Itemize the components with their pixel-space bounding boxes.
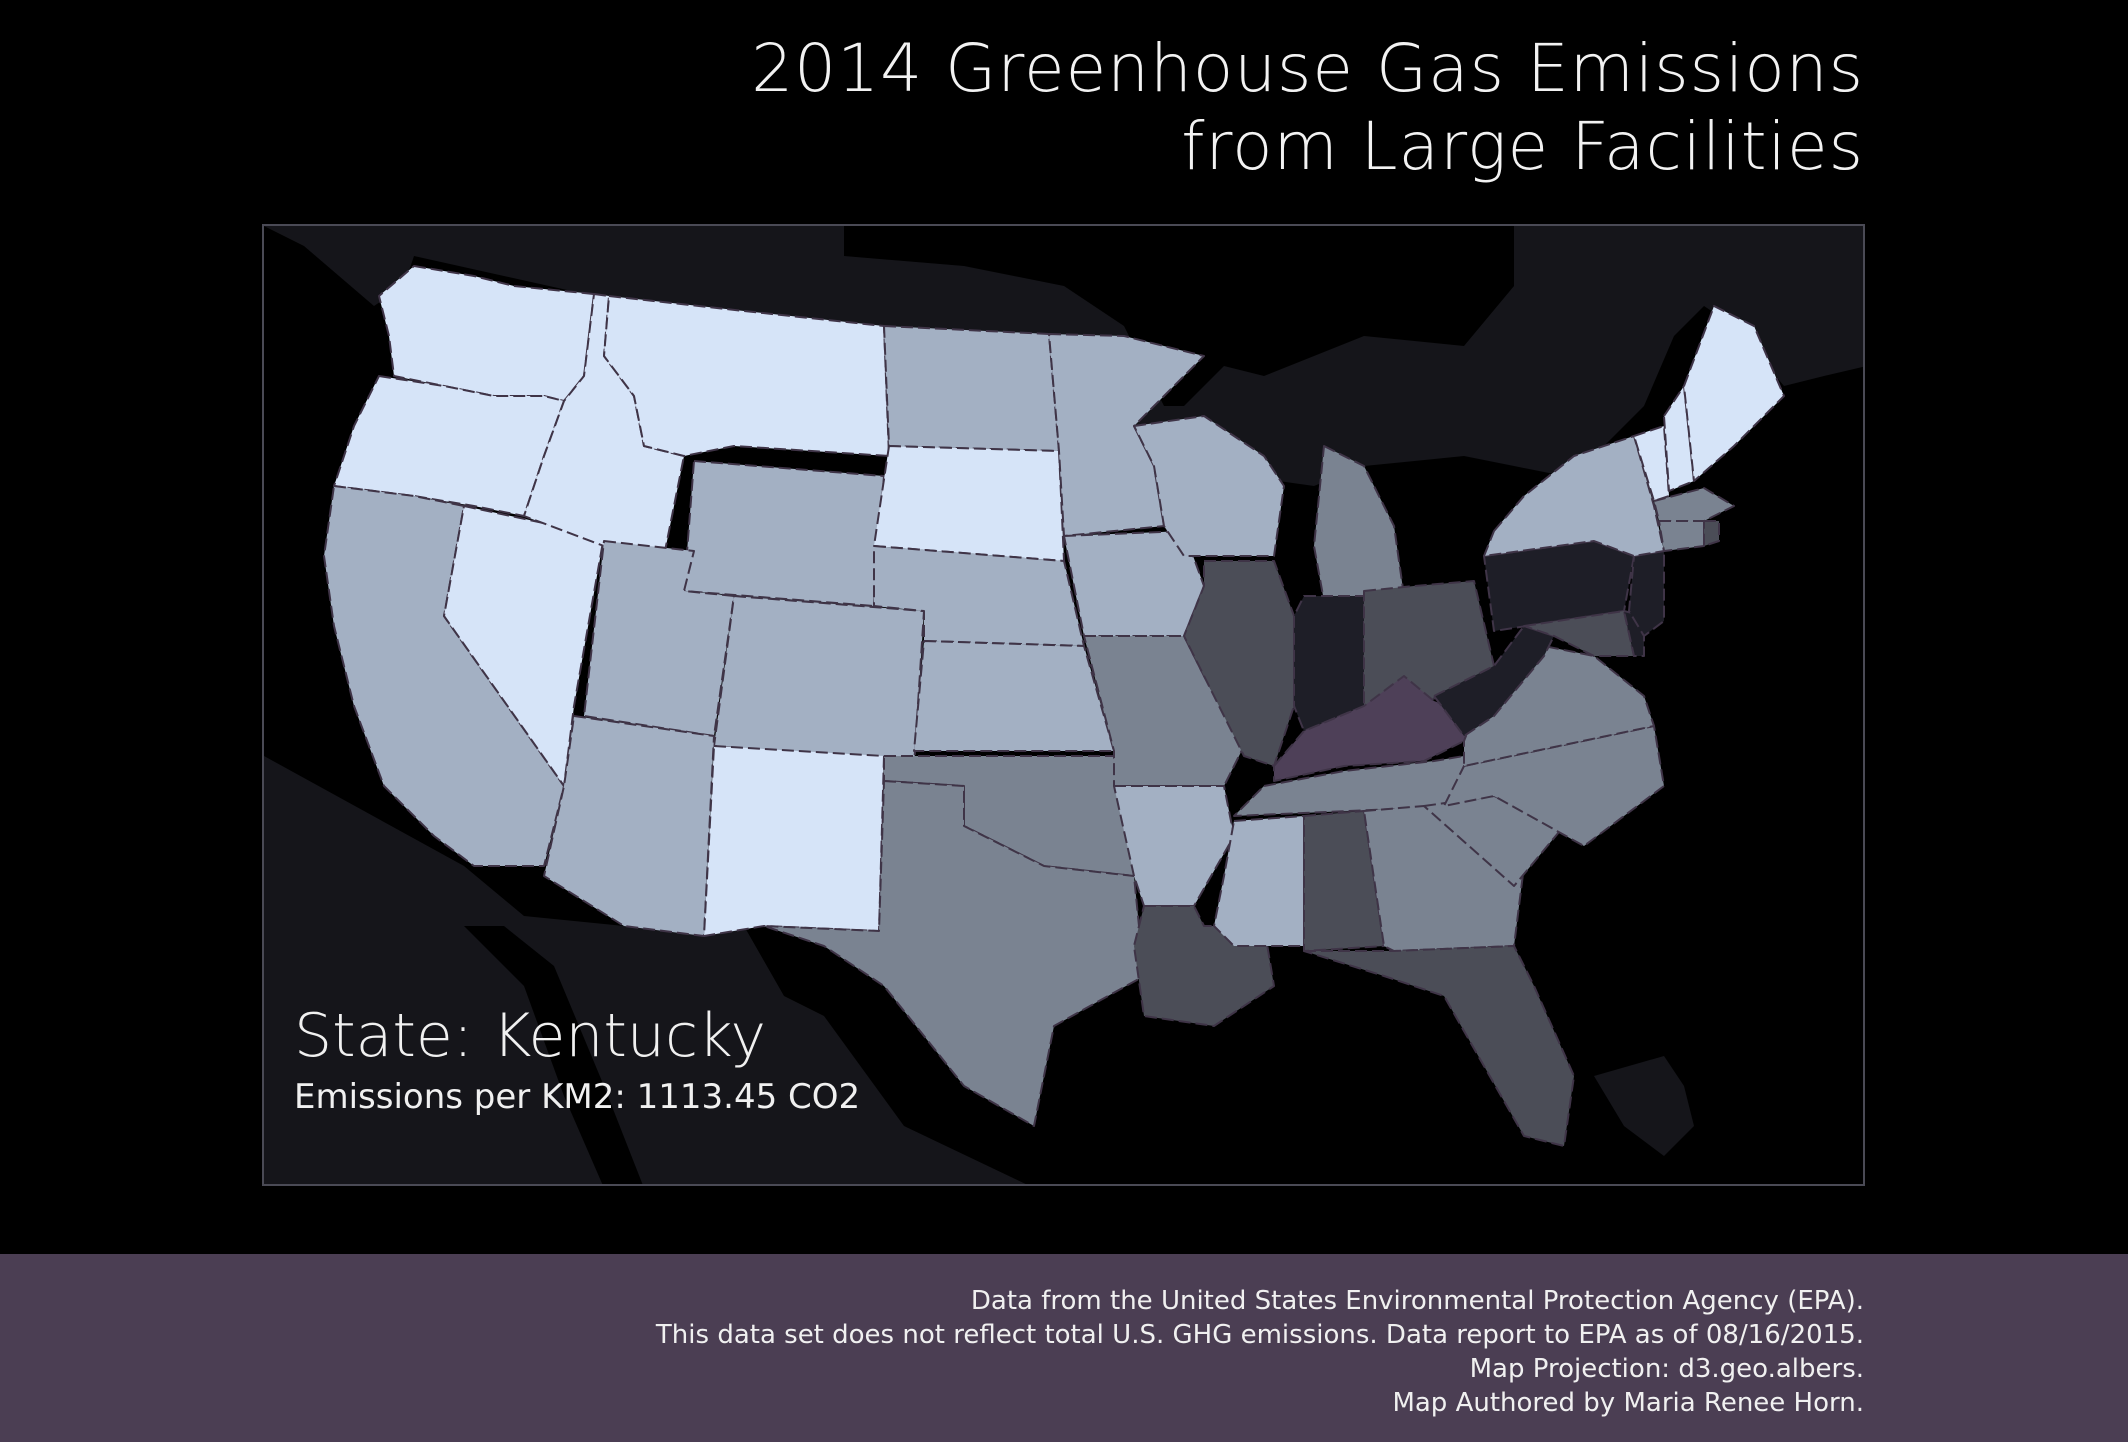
state-west-virginia[interactable] bbox=[1433, 625, 1555, 737]
state-rhode-island[interactable] bbox=[1703, 520, 1720, 547]
map-title: 2014 Greenhouse Gas Emissions from Large… bbox=[664, 30, 1864, 186]
footer-source: Data from the United States Environmenta… bbox=[970, 1286, 1864, 1316]
great-lakes bbox=[844, 226, 1514, 406]
map-title-line-1: 2014 Greenhouse Gas Emissions bbox=[751, 30, 1864, 107]
state-utah[interactable] bbox=[583, 540, 735, 737]
state-new-mexico[interactable] bbox=[703, 745, 885, 937]
state-colorado[interactable] bbox=[713, 595, 925, 767]
map-title-line-2: from Large Facilities bbox=[1181, 108, 1864, 185]
state-south-dakota[interactable] bbox=[873, 445, 1065, 562]
state-wyoming[interactable] bbox=[683, 460, 885, 607]
state-maryland[interactable] bbox=[1523, 610, 1635, 657]
state-massachusetts[interactable] bbox=[1653, 487, 1735, 522]
state-montana[interactable] bbox=[603, 295, 890, 457]
state-vermont[interactable] bbox=[1633, 425, 1670, 502]
mexico-landmass bbox=[264, 756, 1026, 1184]
state-wisconsin[interactable] bbox=[1133, 415, 1285, 557]
footer-credits: Data from the United States Environmenta… bbox=[656, 1284, 1864, 1420]
map-frame[interactable]: State: Kentucky Emissions per KM2: 1113.… bbox=[262, 224, 1865, 1186]
footer-author: Map Authored by Maria Renee Horn. bbox=[1392, 1388, 1864, 1418]
state-missouri[interactable] bbox=[1083, 635, 1245, 787]
state-illinois[interactable] bbox=[1183, 560, 1295, 767]
state-nebraska[interactable] bbox=[873, 545, 1085, 647]
state-texas[interactable] bbox=[763, 780, 1145, 1127]
state-minnesota[interactable] bbox=[1048, 333, 1205, 537]
cuba-landmass bbox=[1594, 1056, 1694, 1156]
state-michigan[interactable] bbox=[1313, 445, 1405, 602]
footer-projection: Map Projection: d3.geo.albers. bbox=[1469, 1354, 1864, 1384]
state-info-panel: State: Kentucky Emissions per KM2: 1113.… bbox=[294, 1000, 860, 1122]
footer: Data from the United States Environmenta… bbox=[0, 1254, 2128, 1442]
selected-state-label: State: Kentucky bbox=[294, 1001, 767, 1071]
state-connecticut[interactable] bbox=[1658, 520, 1705, 552]
state-virginia[interactable] bbox=[1463, 645, 1655, 767]
baja-gap bbox=[464, 926, 643, 1184]
state-north-dakota[interactable] bbox=[883, 325, 1060, 452]
state-arizona[interactable] bbox=[543, 715, 715, 937]
us-map[interactable] bbox=[264, 226, 1865, 1186]
state-kansas[interactable] bbox=[913, 640, 1115, 752]
state-maine[interactable] bbox=[1683, 305, 1785, 482]
state-california[interactable] bbox=[323, 485, 565, 867]
selected-state-emissions: Emissions per KM2: 1113.45 CO2 bbox=[294, 1077, 861, 1117]
state-new-york[interactable] bbox=[1483, 435, 1665, 557]
state-florida[interactable] bbox=[1303, 945, 1575, 1147]
footer-disclaimer: This data set does not reflect total U.S… bbox=[655, 1320, 1864, 1350]
